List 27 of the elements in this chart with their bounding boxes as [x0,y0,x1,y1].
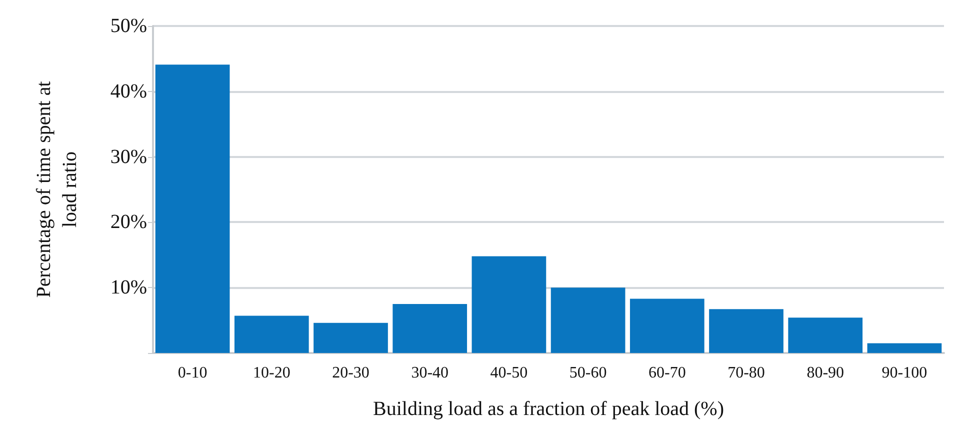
y-tick-label: 50% [110,15,147,37]
x-axis-title: Building load as a fraction of peak load (%) [373,398,724,420]
x-tick-label: 40-50 [490,364,528,382]
bar [234,316,309,353]
bar [630,298,704,353]
bar [314,322,388,353]
y-axis-title: Percentage of time spent at load ratio [33,80,81,298]
x-tick-label: 70-80 [728,364,765,382]
bar [155,64,230,353]
y-tick-label: 30% [110,146,147,168]
y-tick-label: 40% [110,80,147,102]
bar [472,256,546,353]
x-tick-label: 30-40 [411,364,449,382]
y-tick-label: 10% [110,276,147,299]
x-tick-label: 50-60 [569,364,607,382]
x-tick-label: 80-90 [806,364,844,382]
bar [788,318,863,353]
y-tick-label: 20% [110,211,147,234]
bar [550,288,626,353]
x-tick-label: 90-100 [882,364,928,382]
bar [392,304,468,353]
bar [709,309,784,353]
x-tick-label: 60-70 [648,364,686,382]
bar [867,343,942,353]
x-tick-label: 0-10 [178,364,208,382]
x-tick-label: 10-20 [252,364,290,382]
x-tick-label: 20-30 [332,364,370,382]
